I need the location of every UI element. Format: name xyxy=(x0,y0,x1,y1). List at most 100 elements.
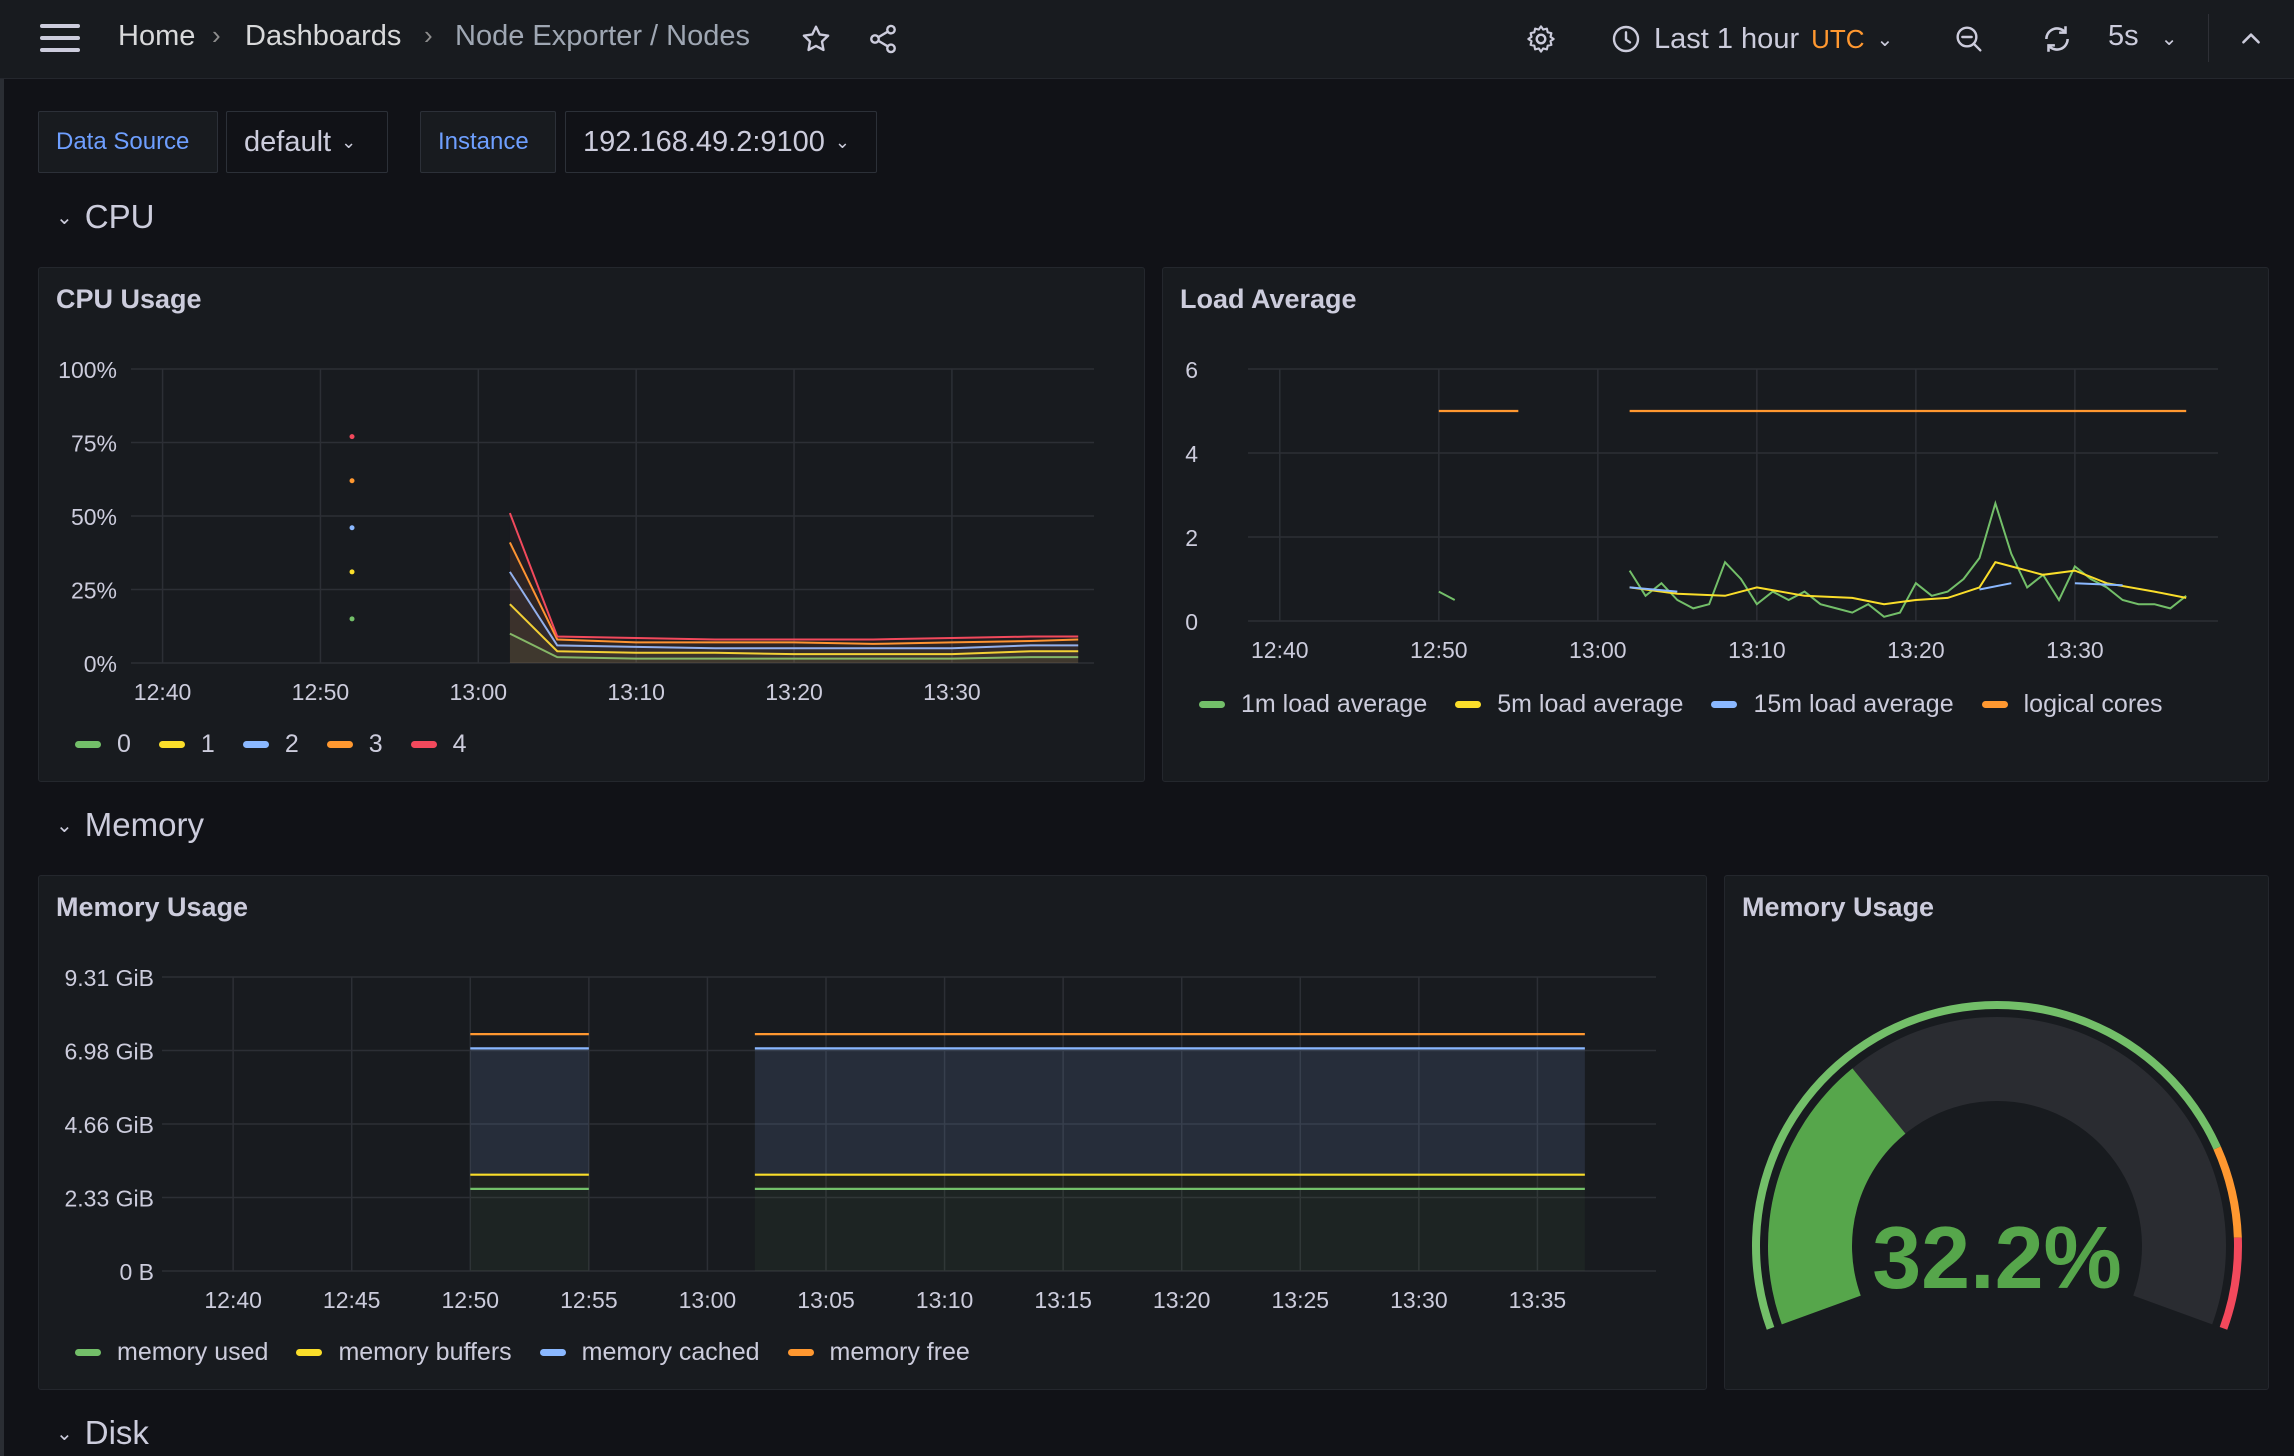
memory-legend: memory used memory buffers memory cached me… xyxy=(75,1332,1675,1372)
chevron-down-icon: ⌄ xyxy=(56,206,73,229)
legend-item[interactable]: memory free xyxy=(787,1332,970,1372)
chevron-down-icon: ⌄ xyxy=(56,1422,73,1445)
y-tick-label: 6.98 GiB xyxy=(65,1039,155,1065)
breadcrumb-home[interactable]: Home xyxy=(118,20,196,52)
y-tick-label: 0 B xyxy=(119,1259,154,1285)
series-area-4 xyxy=(509,513,1079,663)
legend-swatch xyxy=(1981,700,2008,708)
series-line-15m-load-average xyxy=(1979,582,2012,591)
legend-label: 2 xyxy=(284,729,299,758)
chevron-right-icon: › xyxy=(212,20,221,50)
instance-value: 192.168.49.2:9100 xyxy=(583,125,825,158)
y-tick-label: 6 xyxy=(1185,357,1198,383)
memory-cached-area xyxy=(470,1048,589,1175)
legend-label: 1 xyxy=(200,729,215,758)
star-icon[interactable] xyxy=(797,20,835,58)
legend-swatch xyxy=(1199,700,1225,708)
series-line-2 xyxy=(509,571,1079,650)
legend-item[interactable]: 1 xyxy=(158,724,215,764)
datasource-variable-label: Data Source xyxy=(38,111,218,173)
legend-label: 3 xyxy=(368,729,383,758)
menu-icon[interactable] xyxy=(40,24,80,54)
y-tick-label: 25% xyxy=(71,578,117,604)
legend-item[interactable]: memory used xyxy=(75,1332,268,1372)
legend-item[interactable]: logical cores xyxy=(1981,684,2163,724)
legend-item[interactable]: 3 xyxy=(326,724,383,764)
refresh-icon[interactable] xyxy=(2038,20,2076,58)
series-point-4 xyxy=(349,434,355,440)
legend-swatch xyxy=(75,1348,101,1356)
row-cpu[interactable]: ⌄ CPU xyxy=(56,198,154,236)
refresh-interval-label: 5s xyxy=(2108,20,2139,52)
y-tick-label: 0% xyxy=(84,651,117,677)
y-tick-label: 2.33 GiB xyxy=(65,1186,155,1212)
legend-item[interactable]: 5m load average xyxy=(1455,684,1683,724)
x-tick-label: 12:40 xyxy=(204,1287,262,1313)
instance-select[interactable]: 192.168.49.2:9100 ⌄ xyxy=(565,111,877,173)
x-tick-label: 13:10 xyxy=(916,1287,974,1313)
share-icon[interactable] xyxy=(864,20,902,58)
x-tick-label: 13:30 xyxy=(2046,637,2104,663)
series-area-0 xyxy=(509,633,1079,663)
row-title: CPU xyxy=(84,198,155,235)
legend-item[interactable]: 15m load average xyxy=(1711,684,1954,724)
legend-item[interactable]: memory buffers xyxy=(296,1332,512,1372)
x-tick-label: 13:20 xyxy=(1153,1287,1211,1313)
timezone-label: UTC xyxy=(1811,23,1865,54)
legend-swatch xyxy=(1455,700,1482,708)
refresh-interval-picker[interactable]: 5s ⌄ xyxy=(2108,20,2177,53)
x-tick-label: 13:00 xyxy=(450,679,508,705)
series-point-0 xyxy=(349,616,355,622)
top-navbar: Home › Dashboards › Node Exporter / Node… xyxy=(0,0,2294,79)
y-tick-label: 100% xyxy=(58,357,117,383)
legend-item[interactable]: 0 xyxy=(75,724,131,764)
x-tick-label: 13:30 xyxy=(1390,1287,1448,1313)
y-tick-label: 4.66 GiB xyxy=(65,1112,155,1138)
legend-item[interactable]: 1m load average xyxy=(1199,684,1427,724)
x-tick-label: 13:00 xyxy=(1569,637,1627,663)
legend-swatch xyxy=(158,740,185,748)
load-average-chart: 6 4 2 0 12:40 12:50 13:00 13:10 13:20 13:30 xyxy=(1185,357,2218,663)
legend-swatch xyxy=(410,740,437,748)
time-range-picker[interactable]: Last 1 hour UTC ⌄ xyxy=(1610,14,1893,64)
x-tick-label: 13:00 xyxy=(679,1287,737,1313)
chevron-up-icon[interactable] xyxy=(2232,20,2270,58)
x-tick-label: 13:10 xyxy=(1728,637,1786,663)
legend-label: memory used xyxy=(117,1337,269,1366)
load-average-panel: Load Average 6 4 2 0 12:40 12:50 13:00 13:10 13:… xyxy=(1162,267,2269,782)
panel-title: CPU Usage xyxy=(56,284,202,314)
series-line-1m-load-average xyxy=(1628,499,2187,618)
memory-usage-panel: Memory Usage 9.31 GiB 6.98 GiB 4.66 GiB 2.3… xyxy=(38,875,1707,1390)
instance-variable-label: Instance xyxy=(420,111,556,173)
row-disk[interactable]: ⌄ Disk xyxy=(56,1414,149,1452)
x-tick-label: 12:40 xyxy=(134,679,192,705)
gauge-threshold-band xyxy=(2219,1237,2242,1330)
memory-gauge: 32.2% xyxy=(1752,1001,2242,1330)
legend-swatch xyxy=(1711,700,1738,708)
row-title: Disk xyxy=(84,1414,149,1451)
y-tick-label: 2 xyxy=(1185,525,1198,551)
chevron-right-icon: › xyxy=(424,20,433,50)
legend-item[interactable]: memory cached xyxy=(539,1332,760,1372)
series-point-2 xyxy=(349,525,355,531)
legend-item[interactable]: 4 xyxy=(410,724,467,764)
chevron-down-icon: ⌄ xyxy=(1876,28,1894,51)
legend-label: 4 xyxy=(452,729,467,758)
x-tick-label: 13:30 xyxy=(923,679,981,705)
datasource-select[interactable]: default ⌄ xyxy=(226,111,388,173)
x-tick-label: 12:55 xyxy=(560,1287,618,1313)
panel-title: Memory Usage xyxy=(56,892,249,922)
x-tick-label: 13:20 xyxy=(765,679,823,705)
legend-label: 0 xyxy=(117,729,131,758)
series-line-4 xyxy=(508,512,1079,641)
zoom-out-icon[interactable] xyxy=(1950,20,1988,58)
series-area-1 xyxy=(509,604,1079,663)
breadcrumb-dashboards[interactable]: Dashboards xyxy=(245,20,402,52)
memory-used-area xyxy=(754,1188,1585,1271)
chevron-down-icon: ⌄ xyxy=(834,131,850,152)
series-area-2 xyxy=(509,571,1079,663)
row-memory[interactable]: ⌄ Memory xyxy=(56,806,204,844)
legend-item[interactable]: 2 xyxy=(242,724,299,764)
chevron-down-icon: ⌄ xyxy=(341,131,357,152)
gear-icon[interactable] xyxy=(1522,20,1560,58)
